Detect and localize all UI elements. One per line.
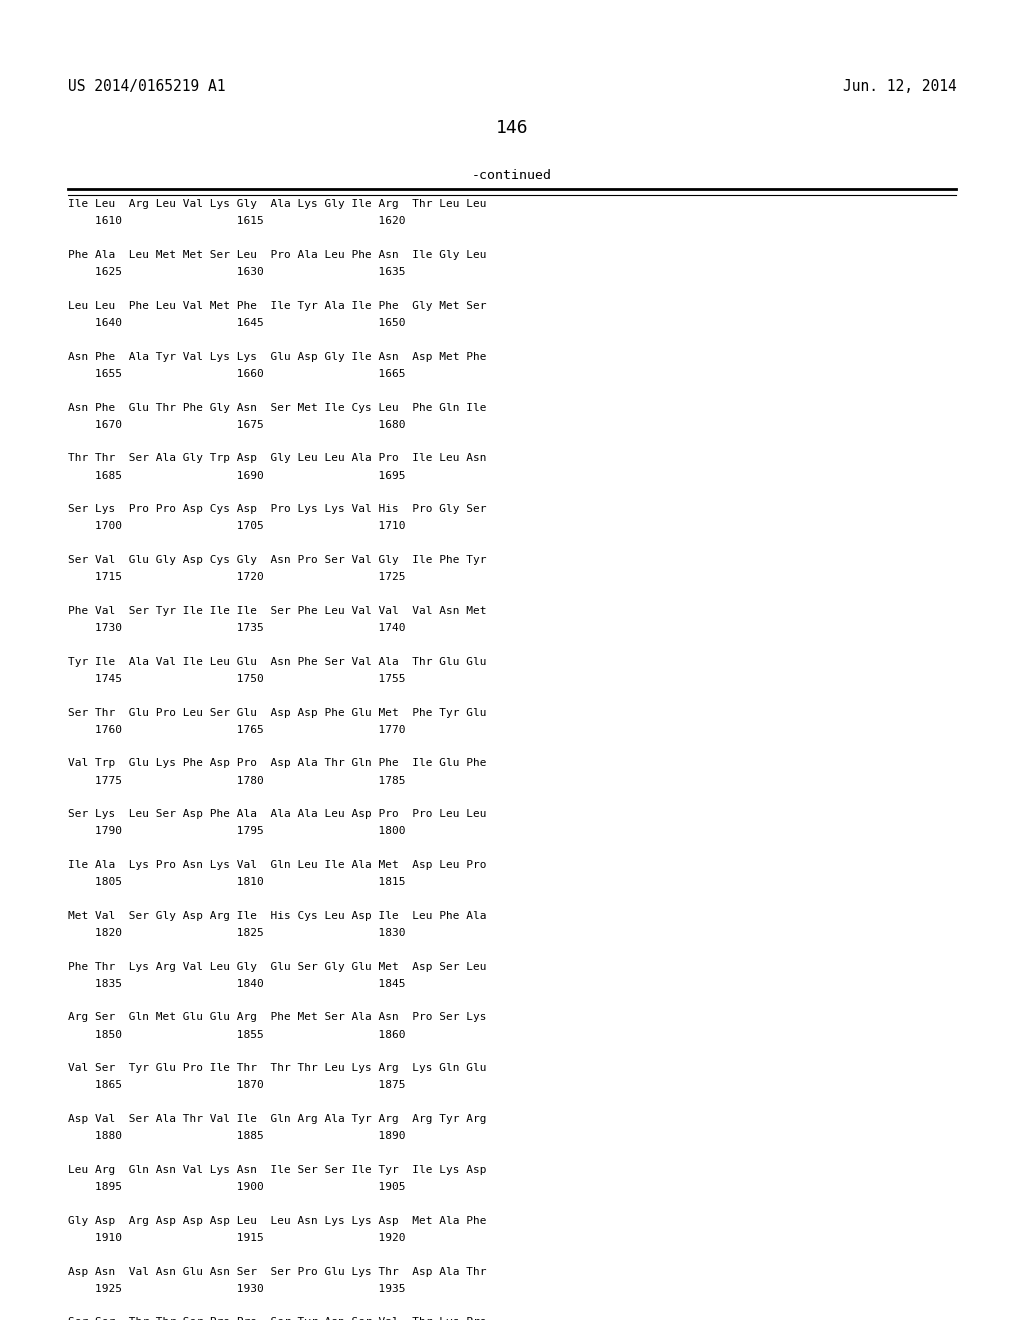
Text: 1850                 1855                 1860: 1850 1855 1860 bbox=[68, 1030, 406, 1040]
Text: Ser Ser  Thr Thr Ser Pro Pro  Ser Tyr Asp Ser Val  Thr Lys Pro: Ser Ser Thr Thr Ser Pro Pro Ser Tyr Asp … bbox=[68, 1317, 486, 1320]
Text: 146: 146 bbox=[496, 119, 528, 137]
Text: 1790                 1795                 1800: 1790 1795 1800 bbox=[68, 826, 406, 837]
Text: Gly Asp  Arg Asp Asp Asp Leu  Leu Asn Lys Lys Asp  Met Ala Phe: Gly Asp Arg Asp Asp Asp Leu Leu Asn Lys … bbox=[68, 1216, 486, 1226]
Text: Ser Lys  Pro Pro Asp Cys Asp  Pro Lys Lys Val His  Pro Gly Ser: Ser Lys Pro Pro Asp Cys Asp Pro Lys Lys … bbox=[68, 504, 486, 515]
Text: 1640                 1645                 1650: 1640 1645 1650 bbox=[68, 318, 406, 329]
Text: 1715                 1720                 1725: 1715 1720 1725 bbox=[68, 573, 406, 582]
Text: 1655                 1660                 1665: 1655 1660 1665 bbox=[68, 368, 406, 379]
Text: Ser Thr  Glu Pro Leu Ser Glu  Asp Asp Phe Glu Met  Phe Tyr Glu: Ser Thr Glu Pro Leu Ser Glu Asp Asp Phe … bbox=[68, 708, 486, 718]
Text: Ser Val  Glu Gly Asp Cys Gly  Asn Pro Ser Val Gly  Ile Phe Tyr: Ser Val Glu Gly Asp Cys Gly Asn Pro Ser … bbox=[68, 556, 486, 565]
Text: Jun. 12, 2014: Jun. 12, 2014 bbox=[843, 79, 956, 94]
Text: Tyr Ile  Ala Val Ile Leu Glu  Asn Phe Ser Val Ala  Thr Glu Glu: Tyr Ile Ala Val Ile Leu Glu Asn Phe Ser … bbox=[68, 657, 486, 667]
Text: Val Trp  Glu Lys Phe Asp Pro  Asp Ala Thr Gln Phe  Ile Glu Phe: Val Trp Glu Lys Phe Asp Pro Asp Ala Thr … bbox=[68, 758, 486, 768]
Text: Leu Arg  Gln Asn Val Lys Asn  Ile Ser Ser Ile Tyr  Ile Lys Asp: Leu Arg Gln Asn Val Lys Asn Ile Ser Ser … bbox=[68, 1166, 486, 1175]
Text: Val Ser  Tyr Glu Pro Ile Thr  Thr Thr Leu Lys Arg  Lys Gln Glu: Val Ser Tyr Glu Pro Ile Thr Thr Thr Leu … bbox=[68, 1064, 486, 1073]
Text: US 2014/0165219 A1: US 2014/0165219 A1 bbox=[68, 79, 225, 94]
Text: Phe Val  Ser Tyr Ile Ile Ile  Ser Phe Leu Val Val  Val Asn Met: Phe Val Ser Tyr Ile Ile Ile Ser Phe Leu … bbox=[68, 606, 486, 616]
Text: Leu Leu  Phe Leu Val Met Phe  Ile Tyr Ala Ile Phe  Gly Met Ser: Leu Leu Phe Leu Val Met Phe Ile Tyr Ala … bbox=[68, 301, 486, 312]
Text: 1865                 1870                 1875: 1865 1870 1875 bbox=[68, 1080, 406, 1090]
Text: 1730                 1735                 1740: 1730 1735 1740 bbox=[68, 623, 406, 634]
Text: Met Val  Ser Gly Asp Arg Ile  His Cys Leu Asp Ile  Leu Phe Ala: Met Val Ser Gly Asp Arg Ile His Cys Leu … bbox=[68, 911, 486, 921]
Text: 1610                 1615                 1620: 1610 1615 1620 bbox=[68, 216, 406, 227]
Text: 1925                 1930                 1935: 1925 1930 1935 bbox=[68, 1283, 406, 1294]
Text: 1895                 1900                 1905: 1895 1900 1905 bbox=[68, 1183, 406, 1192]
Text: 1745                 1750                 1755: 1745 1750 1755 bbox=[68, 675, 406, 684]
Text: 1760                 1765                 1770: 1760 1765 1770 bbox=[68, 725, 406, 735]
Text: 1835                 1840                 1845: 1835 1840 1845 bbox=[68, 979, 406, 989]
Text: 1805                 1810                 1815: 1805 1810 1815 bbox=[68, 876, 406, 887]
Text: 1700                 1705                 1710: 1700 1705 1710 bbox=[68, 521, 406, 532]
Text: Ile Leu  Arg Leu Val Lys Gly  Ala Lys Gly Ile Arg  Thr Leu Leu: Ile Leu Arg Leu Val Lys Gly Ala Lys Gly … bbox=[68, 199, 486, 210]
Text: 1775                 1780                 1785: 1775 1780 1785 bbox=[68, 776, 406, 785]
Text: Asn Phe  Glu Thr Phe Gly Asn  Ser Met Ile Cys Leu  Phe Gln Ile: Asn Phe Glu Thr Phe Gly Asn Ser Met Ile … bbox=[68, 403, 486, 413]
Text: 1880                 1885                 1890: 1880 1885 1890 bbox=[68, 1131, 406, 1142]
Text: 1820                 1825                 1830: 1820 1825 1830 bbox=[68, 928, 406, 939]
Text: 1625                 1630                 1635: 1625 1630 1635 bbox=[68, 267, 406, 277]
Text: 1910                 1915                 1920: 1910 1915 1920 bbox=[68, 1233, 406, 1243]
Text: Asp Val  Ser Ala Thr Val Ile  Gln Arg Ala Tyr Arg  Arg Tyr Arg: Asp Val Ser Ala Thr Val Ile Gln Arg Ala … bbox=[68, 1114, 486, 1125]
Text: Asn Phe  Ala Tyr Val Lys Lys  Glu Asp Gly Ile Asn  Asp Met Phe: Asn Phe Ala Tyr Val Lys Lys Glu Asp Gly … bbox=[68, 351, 486, 362]
Text: Asp Asn  Val Asn Glu Asn Ser  Ser Pro Glu Lys Thr  Asp Ala Thr: Asp Asn Val Asn Glu Asn Ser Ser Pro Glu … bbox=[68, 1267, 486, 1276]
Text: 1670                 1675                 1680: 1670 1675 1680 bbox=[68, 420, 406, 430]
Text: Arg Ser  Gln Met Glu Glu Arg  Phe Met Ser Ala Asn  Pro Ser Lys: Arg Ser Gln Met Glu Glu Arg Phe Met Ser … bbox=[68, 1012, 486, 1023]
Text: 1685                 1690                 1695: 1685 1690 1695 bbox=[68, 471, 406, 480]
Text: Ile Ala  Lys Pro Asn Lys Val  Gln Leu Ile Ala Met  Asp Leu Pro: Ile Ala Lys Pro Asn Lys Val Gln Leu Ile … bbox=[68, 861, 486, 870]
Text: Phe Ala  Leu Met Met Ser Leu  Pro Ala Leu Phe Asn  Ile Gly Leu: Phe Ala Leu Met Met Ser Leu Pro Ala Leu … bbox=[68, 251, 486, 260]
Text: Thr Thr  Ser Ala Gly Trp Asp  Gly Leu Leu Ala Pro  Ile Leu Asn: Thr Thr Ser Ala Gly Trp Asp Gly Leu Leu … bbox=[68, 454, 486, 463]
Text: Ser Lys  Leu Ser Asp Phe Ala  Ala Ala Leu Asp Pro  Pro Leu Leu: Ser Lys Leu Ser Asp Phe Ala Ala Ala Leu … bbox=[68, 809, 486, 820]
Text: -continued: -continued bbox=[472, 169, 552, 182]
Text: Phe Thr  Lys Arg Val Leu Gly  Glu Ser Gly Glu Met  Asp Ser Leu: Phe Thr Lys Arg Val Leu Gly Glu Ser Gly … bbox=[68, 961, 486, 972]
